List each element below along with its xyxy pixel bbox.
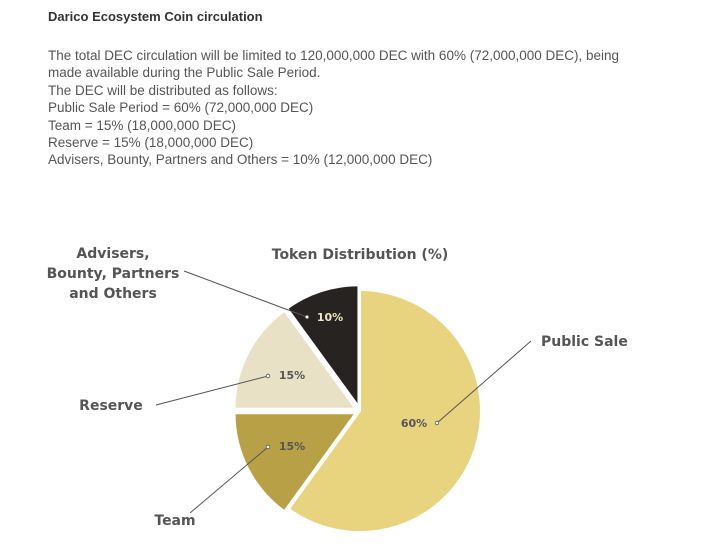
leader-line	[155, 375, 269, 406]
category-label-reserve: Reserve	[79, 398, 143, 414]
leader-line	[436, 340, 532, 424]
category-label-public-sale: Public Sale	[541, 334, 628, 350]
description-line: Public Sale Period = 60% (72,000,000 DEC…	[48, 100, 314, 116]
value-label-public-sale: 60%	[401, 417, 427, 430]
description-line: Reserve = 15% (18,000,000 DEC)	[48, 135, 254, 151]
leader-dot	[265, 373, 271, 379]
pie-slice-reserve	[233, 309, 358, 410]
leader-dot	[304, 314, 310, 320]
leader-line	[183, 270, 308, 318]
circulation-description: The total DEC circulation will be limite…	[48, 47, 688, 169]
value-label-advisers-bounty-partners-and-others: 10%	[317, 311, 343, 324]
leader-line	[189, 446, 269, 514]
leader-dot	[265, 444, 271, 450]
leader-dot	[434, 420, 440, 426]
description-line: made available during the Public Sale Pe…	[48, 65, 321, 81]
chart-title: Token Distribution (%)	[272, 247, 449, 263]
page-heading: Darico Ecosystem Coin circulation	[48, 9, 263, 24]
value-label-reserve: 15%	[279, 369, 305, 382]
pie-slice-team	[233, 412, 358, 513]
description-line: Advisers, Bounty, Partners and Others = …	[48, 152, 433, 168]
value-label-team: 15%	[279, 440, 305, 453]
description-line: The DEC will be distributed as follows:	[48, 82, 278, 98]
category-label-team: Team	[154, 513, 195, 529]
category-label-advisers-bounty-partners-and-others: Advisers, Bounty, Partners and Others	[47, 246, 180, 302]
pie-slice-advisers-bounty-partners-and-others	[285, 284, 360, 410]
description-line: The total DEC circulation will be limite…	[48, 48, 620, 63]
description-line: Team = 15% (18,000,000 DEC)	[48, 117, 236, 133]
pie-slice-public-sale	[287, 288, 482, 533]
